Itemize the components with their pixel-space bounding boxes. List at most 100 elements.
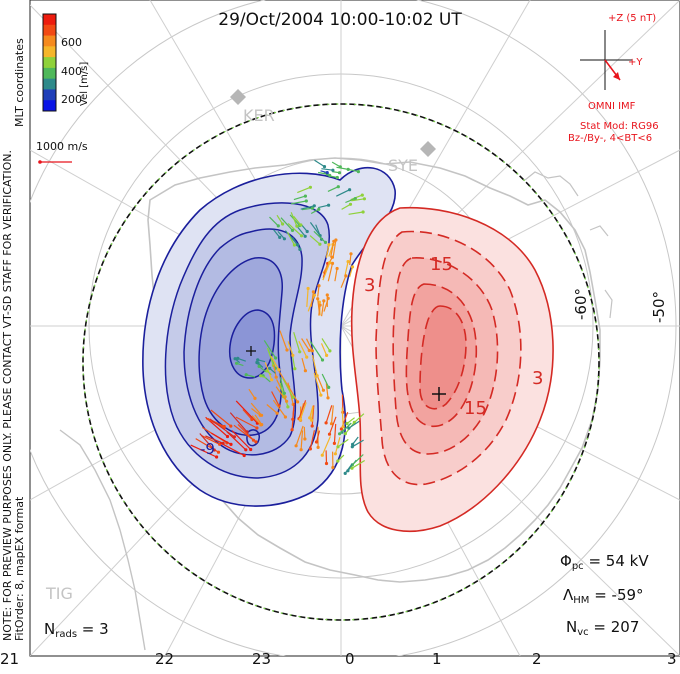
contour-label-minus9: -9 — [200, 440, 215, 458]
velocity-vector — [311, 354, 318, 376]
vector-origin-dot — [344, 274, 348, 278]
vector-origin-dot — [347, 426, 351, 430]
station-marker-sye — [420, 141, 436, 157]
velocity-vector — [299, 402, 307, 420]
colorbar-segment — [43, 57, 56, 69]
mlt-label-22: 22 — [155, 650, 175, 668]
velocity-vector — [340, 275, 347, 288]
coastline-islands — [524, 171, 613, 319]
velocity-vector — [242, 409, 253, 420]
vector-origin-dot — [318, 303, 322, 307]
velocity-vector — [315, 430, 321, 443]
velocity-vector — [350, 194, 363, 201]
velocity-vector — [251, 415, 262, 426]
velocity-vector — [351, 439, 364, 448]
vector-origin-dot — [244, 448, 248, 452]
vector-origin-dot — [293, 367, 297, 371]
velocity-vector — [291, 409, 295, 430]
vector-origin-dot — [325, 353, 329, 357]
vector-origin-dot — [291, 395, 295, 399]
potential-max-marker — [432, 387, 446, 401]
vector-origin-dot — [299, 448, 303, 452]
vector-origin-dot — [307, 348, 311, 353]
vector-origin-dot — [327, 203, 331, 207]
velocity-vector — [317, 285, 320, 297]
latitude-label-60: -60° — [572, 288, 590, 320]
colorbar-segment — [43, 46, 56, 58]
velocity-vector — [336, 166, 349, 170]
velocity-vector — [275, 386, 288, 402]
velocity-vector — [311, 406, 314, 421]
contour-label-3-outer: 3 — [532, 368, 544, 389]
velocity-vector — [330, 241, 335, 258]
velocity-vector — [327, 186, 339, 192]
vector-origin-dot — [350, 265, 355, 269]
velocity-vector — [264, 362, 273, 381]
vector-origin-dot — [348, 188, 352, 192]
velocity-vector — [219, 442, 245, 457]
vector-origin-dot — [292, 243, 296, 247]
vector-origin-dot — [265, 369, 269, 373]
velocity-vector — [321, 168, 333, 171]
vector-origin-dot — [362, 197, 366, 201]
velocity-vector — [235, 400, 258, 424]
vector-origin-dot — [276, 224, 280, 228]
vector-origin-dot — [298, 417, 302, 422]
figure-title: 29/Oct/2004 10:00-10:02 UT — [218, 10, 462, 30]
velocity-vector — [293, 332, 301, 352]
velocity-vector — [295, 425, 304, 446]
velocity-vector — [345, 198, 356, 204]
velocity-vector — [298, 400, 307, 419]
vector-origin-dot — [268, 366, 272, 370]
velocity-vector — [277, 231, 285, 240]
velocity-vector — [330, 405, 334, 424]
vector-origin-dot — [306, 286, 310, 291]
vector-origin-dot — [274, 375, 278, 379]
velocity-vector — [348, 420, 360, 429]
vector-origin-dot — [331, 465, 335, 470]
vector-origin-dot — [322, 299, 326, 303]
velocity-vector — [290, 200, 307, 205]
velocity-vector — [229, 412, 248, 433]
vector-origin-dot — [328, 260, 332, 265]
vector-origin-dot — [349, 252, 353, 256]
velocity-vector — [297, 186, 311, 194]
vector-origin-dot — [303, 437, 307, 441]
velocity-vector — [273, 364, 277, 378]
vector-origin-dot — [321, 388, 325, 392]
station-label-ker: KER — [243, 106, 275, 125]
vector-origin-dot — [308, 416, 312, 420]
velocity-vector — [325, 244, 330, 258]
vector-origin-dot — [323, 240, 328, 244]
velocity-vector — [321, 373, 330, 388]
vector-origin-dot — [251, 438, 256, 442]
colorbar-tick-600: 600 — [61, 36, 82, 49]
vector-origin-dot — [316, 297, 320, 301]
velocity-vector — [266, 404, 278, 414]
velocity-vector — [273, 229, 281, 238]
vector-origin-dot — [328, 349, 332, 353]
velocity-vector — [272, 399, 286, 418]
imf-z-label: +Z (5 nT) — [608, 13, 657, 24]
vector-origin-dot — [285, 399, 289, 403]
vector-origin-dot — [327, 385, 331, 389]
velocity-vector — [320, 343, 328, 356]
vector-origin-dot — [317, 207, 321, 211]
velocity-vector — [325, 405, 333, 424]
velocity-vector — [279, 330, 288, 351]
coordinate-system-label: MLT coordinates — [13, 38, 26, 127]
vector-origin-dot — [356, 170, 360, 174]
vector-origin-dot — [320, 358, 325, 362]
stat-model-conditions: Bz-/By-, 4<BT<6 — [568, 133, 653, 144]
velocity-vector — [235, 416, 258, 429]
velocity-vector — [282, 378, 294, 398]
vector-origin-dot — [249, 447, 253, 452]
vector-origin-dot — [285, 348, 289, 352]
vector-origin-dot — [286, 405, 290, 409]
station-label-tig: TIG — [46, 584, 73, 603]
velocity-vector — [309, 235, 321, 245]
velocity-vector — [292, 237, 301, 250]
vector-origin-dot — [290, 228, 295, 232]
vector-origin-dot — [332, 441, 336, 445]
vector-origin-dot — [314, 440, 319, 444]
